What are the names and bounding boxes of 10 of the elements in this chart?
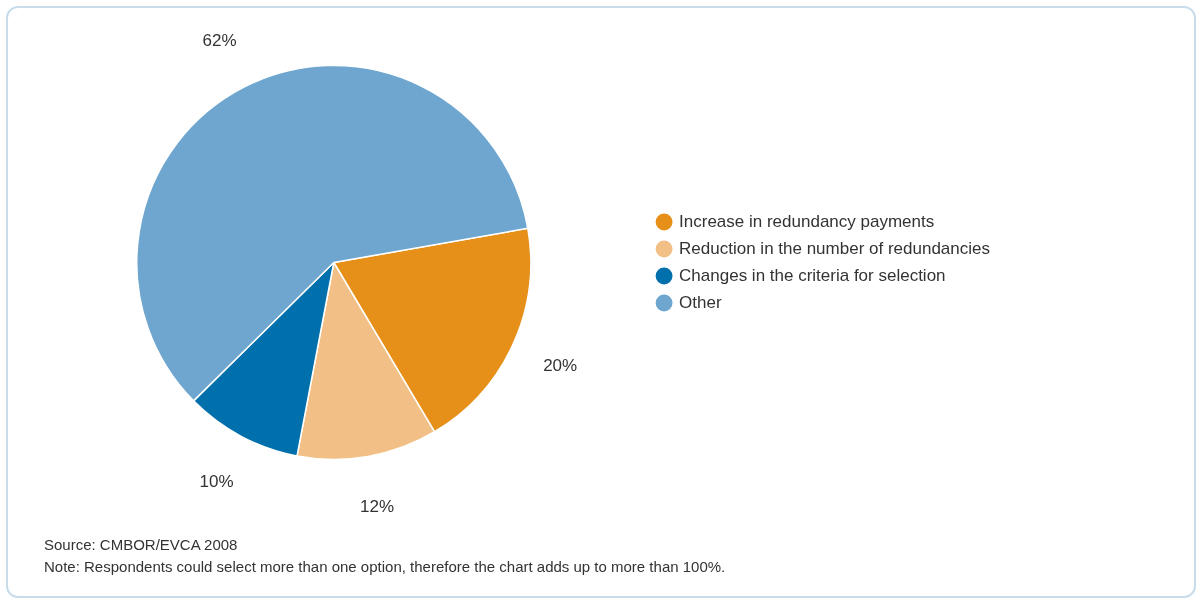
data-label: 20% [543,355,578,375]
source-note: Source: CMBOR/EVCA 2008 [44,535,239,555]
legend-label: Changes in the criteria for selection [679,265,946,285]
data-label: 12% [360,497,395,517]
data-label: 62% [202,30,237,50]
legend-label: Reduction in the number of redundancies [679,238,991,258]
data-label: 10% [199,471,234,491]
text: Note: Respondents could select more than one option, therefore the chart adds up to more than 100%. [44,557,726,577]
legend-label: Increase in redundancy payments [679,211,935,231]
legend-label: Other [679,292,722,312]
